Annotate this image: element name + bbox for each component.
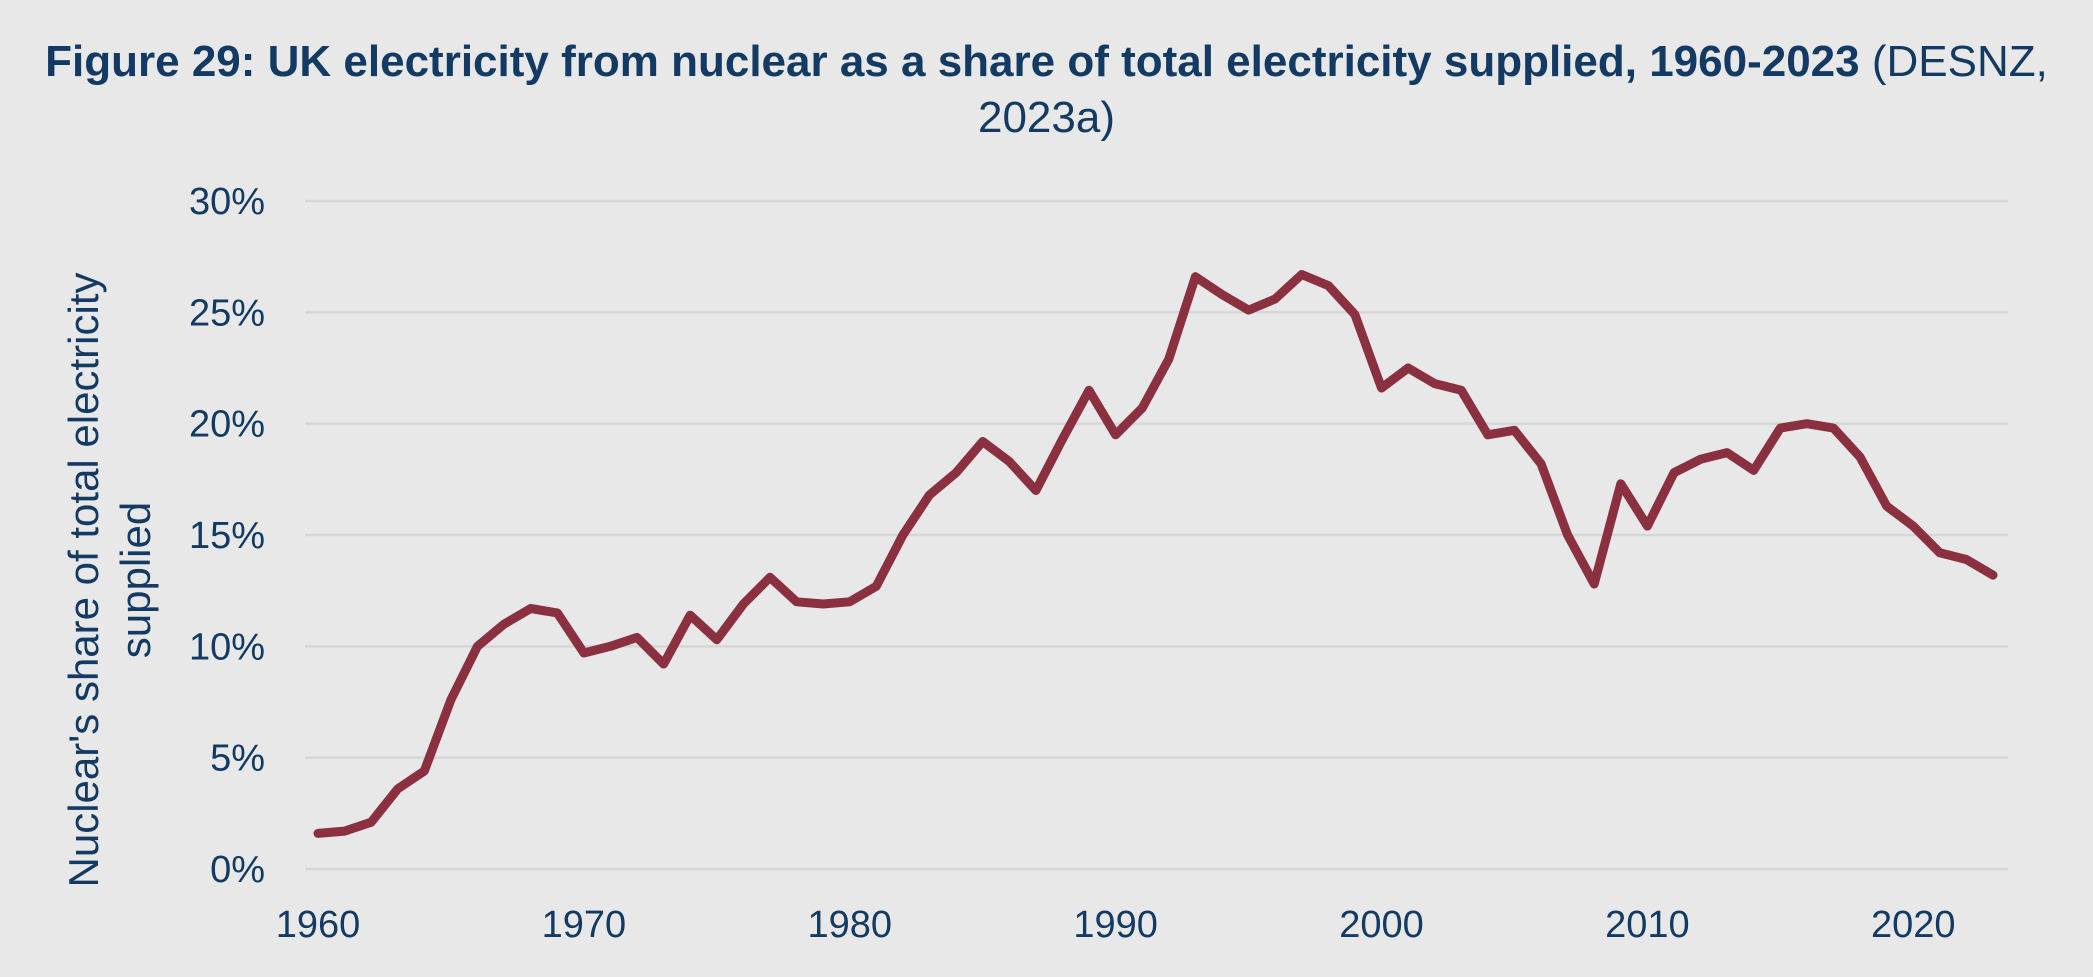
x-tick-label: 1980	[807, 904, 892, 946]
chart-title: Figure 29: UK electricity from nuclear a…	[0, 34, 2093, 146]
chart-title-main: Figure 29: UK electricity from nuclear a…	[45, 37, 1860, 86]
x-tick-label: 2010	[1605, 904, 1690, 946]
y-tick-label: 15%	[189, 515, 265, 557]
y-tick-label: 30%	[189, 181, 265, 223]
x-tick-label: 2020	[1871, 904, 1956, 946]
x-tick-label: 1970	[542, 904, 627, 946]
y-axis-ticks: 0% 5% 10% 15% 20% 25% 30%	[189, 181, 265, 891]
x-tick-label: 1960	[276, 904, 361, 946]
y-tick-label: 10%	[189, 626, 265, 668]
y-tick-label: 20%	[189, 404, 265, 446]
x-tick-label: 2000	[1339, 904, 1424, 946]
series-line	[313, 270, 1998, 838]
y-tick-label: 0%	[210, 849, 265, 891]
series-group	[313, 270, 1998, 838]
x-axis-ticks: 1960 1970 1980 1990 2000 2010 2020	[276, 904, 1956, 946]
x-tick-label: 1990	[1073, 904, 1158, 946]
y-tick-label: 5%	[210, 738, 265, 780]
gridlines	[305, 199, 2008, 871]
chart-title-source: (DESNZ, 2023a)	[977, 37, 2048, 142]
y-tick-label: 25%	[189, 292, 265, 334]
